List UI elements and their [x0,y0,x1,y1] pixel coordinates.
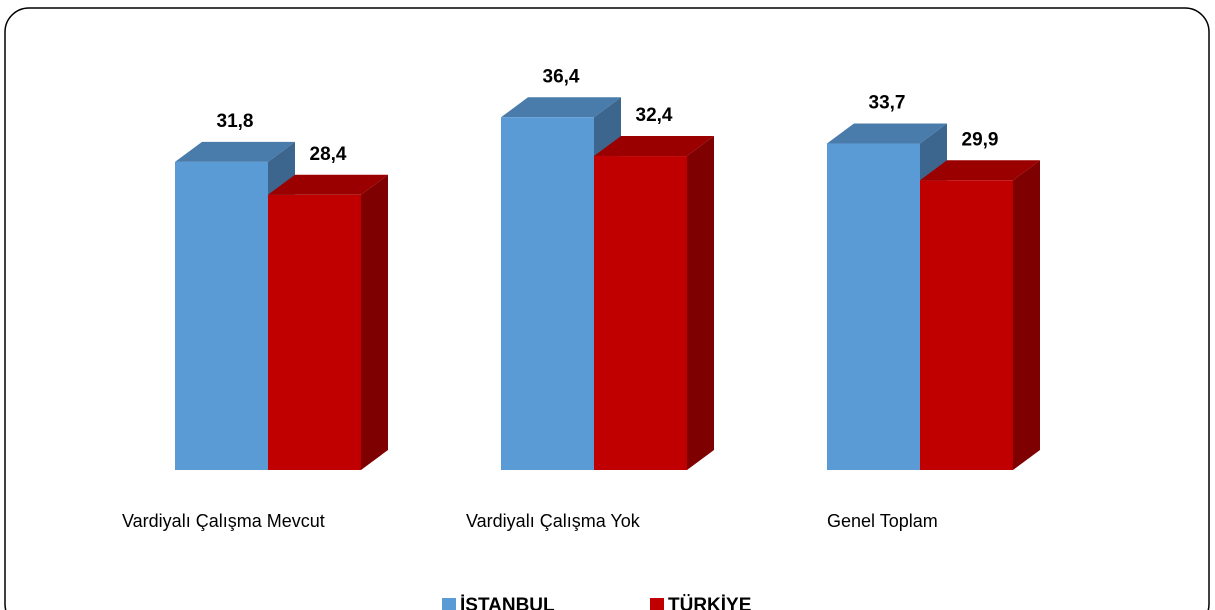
bar-top [920,160,1040,181]
bar [920,160,1040,471]
legend-swatch [442,598,456,610]
data-label: 32,4 [636,105,673,126]
legend-swatch [650,598,664,610]
bar [268,174,388,470]
bar-front [501,117,594,470]
bar-top [594,136,714,157]
data-label: 29,9 [962,129,999,150]
data-label: 36,4 [543,66,580,87]
bar-front [594,156,687,470]
data-label: 33,7 [869,92,906,113]
data-label: 31,8 [217,111,254,132]
legend-label: TÜRKİYE [668,595,751,610]
bar-top [268,174,388,195]
bar-front [175,161,268,470]
x-tick-label: Genel Toplam [827,511,938,531]
bar-front [827,143,920,470]
x-tick-label: Vardiyalı Çalışma Mevcut [122,511,325,531]
bar-side [1013,160,1040,471]
bar-front [268,194,361,470]
bar-top [501,97,621,118]
x-tick-label: Vardiyalı Çalışma Yok [466,511,641,531]
bar-front [920,180,1013,471]
data-label: 28,4 [310,144,347,165]
bar-side [361,174,388,470]
bar-side [687,136,714,470]
bar-top [827,123,947,144]
bar [594,136,714,470]
bar-top [175,141,295,162]
legend-label: İSTANBUL [460,595,555,610]
